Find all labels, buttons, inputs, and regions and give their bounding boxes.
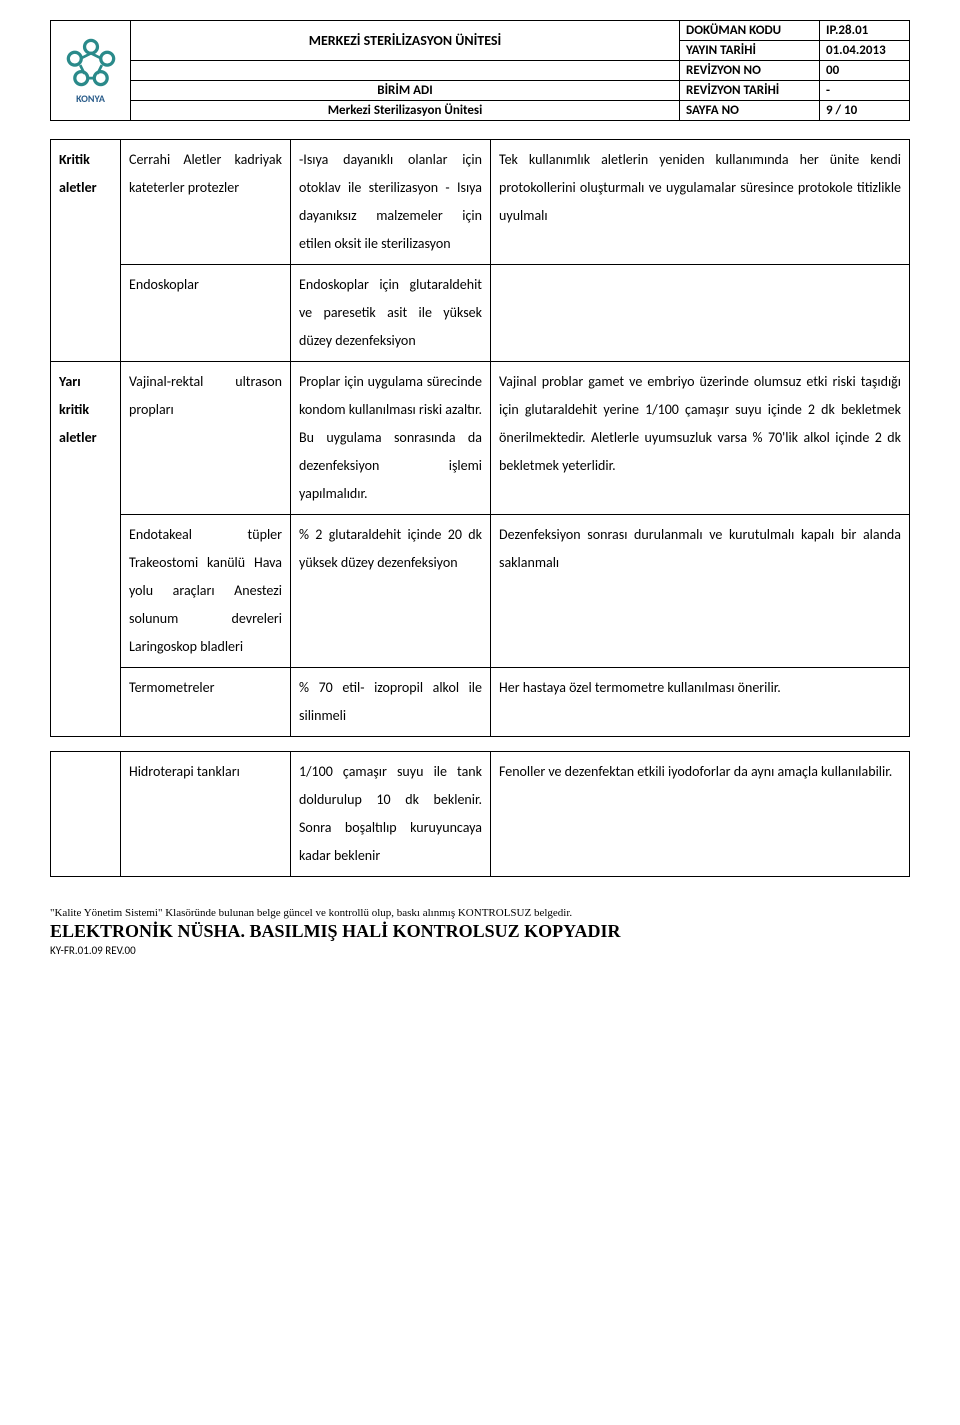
unit-name: Merkezi Sterilizasyon Ünitesi	[131, 101, 680, 121]
method-cell: % 2 glutaraldehit içinde 20 dk yüksek dü…	[291, 515, 491, 668]
document-header-table: KONYA MERKEZİ STERİLİZASYON ÜNİTESİ DOKÜ…	[50, 20, 910, 121]
meta-label-revno: REVİZYON NO	[680, 61, 820, 81]
category-label: Yarı kritik aletler	[51, 362, 121, 737]
note-cell: Dezenfeksiyon sonrası durulanmalı ve kur…	[491, 515, 910, 668]
page-footer: "Kalite Yönetim Sistemi" Klasöründe bulu…	[50, 907, 910, 957]
note-cell: Her hastaya özel termometre kullanılması…	[491, 668, 910, 737]
meta-label-revtarih: REVİZYON TARİHİ	[680, 81, 820, 101]
table-row: Hidroterapi tankları 1/100 çamaşır suyu …	[51, 752, 910, 877]
items-cell: Endotakeal tüpler Trakeostomi kanülü Hav…	[121, 515, 291, 668]
note-cell: Fenoller ve dezenfektan etkili iyodoforl…	[491, 752, 910, 877]
table-row: Yarı kritik aletler Vajinal-rektal ultra…	[51, 362, 910, 515]
logo-text: KONYA	[57, 92, 124, 105]
instruments-table: Kritik aletler Cerrahi Aletler kadriyak …	[50, 139, 910, 737]
category-label: Kritik aletler	[51, 140, 121, 362]
table-row: Termometreler % 70 etil- izopropil alkol…	[51, 668, 910, 737]
unit-label: BİRİM ADI	[131, 81, 680, 101]
instruments-table-2: Hidroterapi tankları 1/100 çamaşır suyu …	[50, 751, 910, 877]
meta-label-yayin: YAYIN TARİHİ	[680, 41, 820, 61]
table-row: Endoskoplar Endoskoplar için glutaraldeh…	[51, 265, 910, 362]
note-cell	[491, 265, 910, 362]
meta-value-revtarih: -	[820, 81, 910, 101]
document-title: MERKEZİ STERİLİZASYON ÜNİTESİ	[131, 21, 680, 61]
method-cell: -Isıya dayanıklı olanlar için otoklav il…	[291, 140, 491, 265]
footer-disclaimer: "Kalite Yönetim Sistemi" Klasöründe bulu…	[50, 907, 910, 919]
organization-logo-icon	[64, 36, 118, 90]
table-row: Endotakeal tüpler Trakeostomi kanülü Hav…	[51, 515, 910, 668]
note-cell: Tek kullanımlık aletlerin yeniden kullan…	[491, 140, 910, 265]
meta-label-sayfa: SAYFA NO	[680, 101, 820, 121]
items-cell: Termometreler	[121, 668, 291, 737]
method-cell: Proplar için uygulama sürecinde kondom k…	[291, 362, 491, 515]
note-cell: Vajinal problar gamet ve embriyo üzerind…	[491, 362, 910, 515]
items-cell: Hidroterapi tankları	[121, 752, 291, 877]
footer-revision: KY-FR.01.09 REV.00	[50, 944, 910, 957]
items-cell: Vajinal-rektal ultrason propları	[121, 362, 291, 515]
blank-cell	[131, 61, 680, 81]
meta-value-kod: IP.28.01	[820, 21, 910, 41]
meta-value-revno: 00	[820, 61, 910, 81]
method-cell: Endoskoplar için glutaraldehit ve parese…	[291, 265, 491, 362]
table-row: Kritik aletler Cerrahi Aletler kadriyak …	[51, 140, 910, 265]
method-cell: 1/100 çamaşır suyu ile tank doldurulup 1…	[291, 752, 491, 877]
meta-label-kod: DOKÜMAN KODU	[680, 21, 820, 41]
items-cell: Endoskoplar	[121, 265, 291, 362]
meta-value-sayfa: 9 / 10	[820, 101, 910, 121]
method-cell: % 70 etil- izopropil alkol ile silinmeli	[291, 668, 491, 737]
category-label	[51, 752, 121, 877]
logo-cell: KONYA	[51, 21, 131, 121]
items-cell: Cerrahi Aletler kadriyak kateterler prot…	[121, 140, 291, 265]
footer-bold-notice: ELEKTRONİK NÜSHA. BASILMIŞ HALİ KONTROLS…	[50, 921, 910, 942]
meta-value-yayin: 01.04.2013	[820, 41, 910, 61]
